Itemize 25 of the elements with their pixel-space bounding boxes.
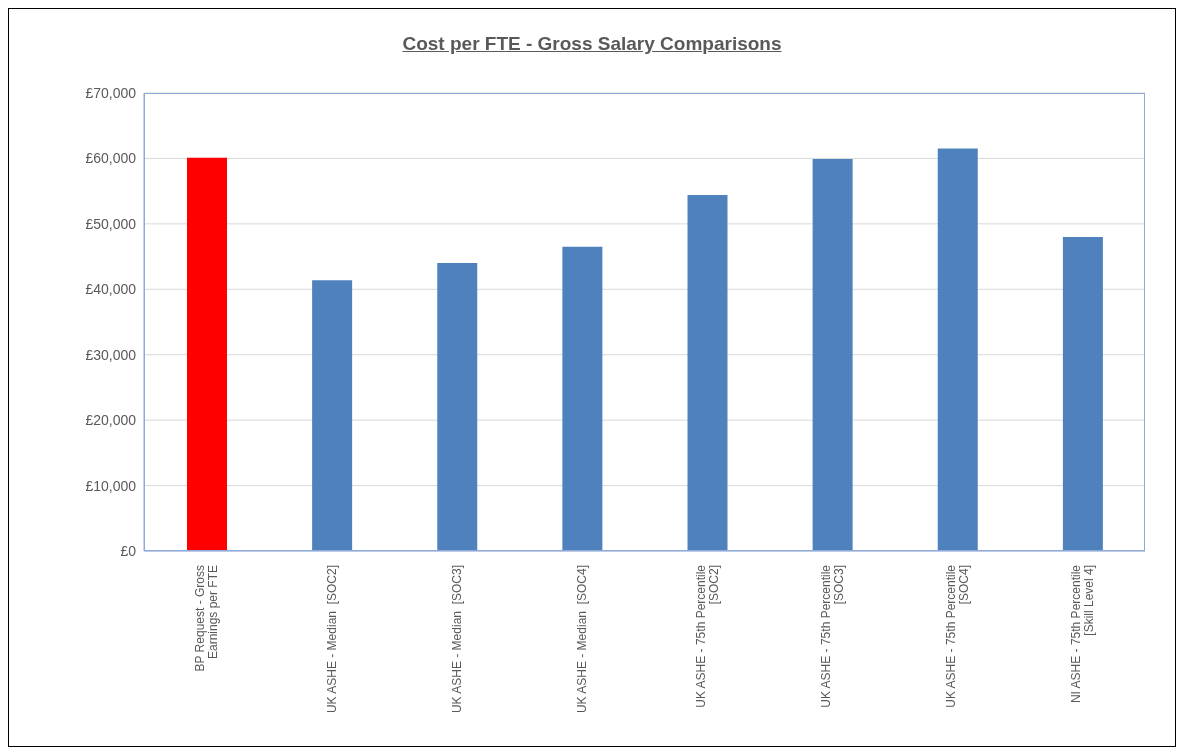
bar (937, 148, 978, 551)
x-tick-label: UK ASHE - 75th Percentile [SOC2] (693, 564, 721, 708)
bar (1062, 236, 1103, 551)
y-tick-label: £70,000 (85, 84, 137, 101)
x-tick-label: UK ASHE - Median [SOC2] (324, 565, 339, 714)
x-tick-label: UK ASHE - 75th Percentile [SOC3] (818, 564, 846, 708)
x-tick-label: BP Request - Gross Earnings per FTE (193, 565, 221, 672)
x-tick-label: UK ASHE - Median [SOC3] (449, 565, 464, 714)
chart-title: Cost per FTE - Gross Salary Comparisons (401, 33, 783, 55)
bar (312, 280, 353, 551)
y-tick-label: £0 (120, 542, 137, 559)
y-tick-label: £30,000 (85, 346, 137, 363)
x-tick-label: NI ASHE - 75th Percentile [Skill Level 4] (1068, 564, 1096, 704)
bar (437, 263, 478, 551)
x-tick-label: UK ASHE - Median [SOC4] (574, 565, 589, 714)
bar (562, 246, 603, 551)
y-tick-label: £40,000 (85, 281, 137, 298)
y-tick-label: £50,000 (85, 215, 137, 232)
bar (187, 157, 227, 551)
x-tick-label: UK ASHE - 75th Percentile [SOC4] (943, 564, 971, 708)
y-tick-label: £60,000 (85, 150, 137, 167)
y-tick-label: £20,000 (85, 412, 137, 429)
bar (687, 195, 728, 551)
y-tick-label: £10,000 (85, 477, 137, 494)
bar (812, 159, 853, 551)
